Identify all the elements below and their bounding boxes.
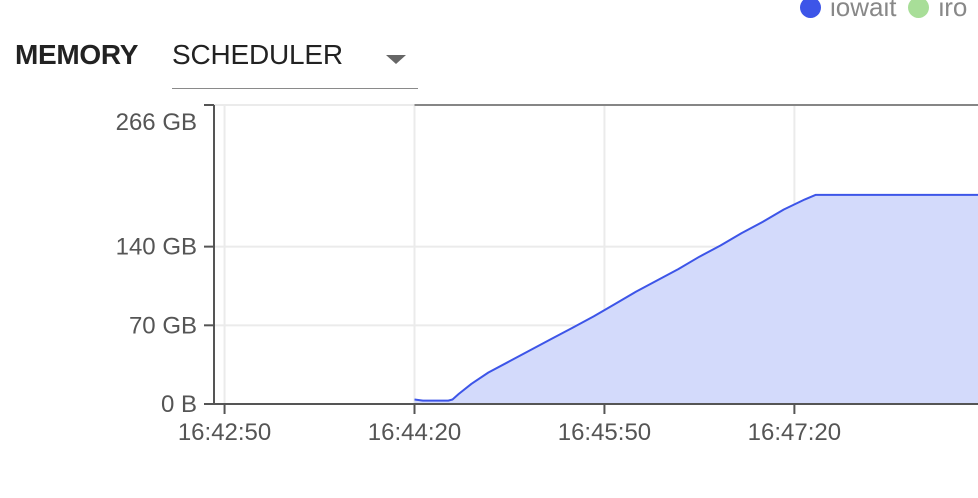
legend-swatch-iowait: [800, 0, 821, 18]
legend-item-iro[interactable]: iro: [908, 0, 967, 23]
y-tick-label: 70 GB: [129, 312, 197, 339]
chart-series-area: [414, 193, 978, 404]
y-tick-label: 266 GB: [116, 109, 197, 136]
x-tick-label: 16:44:20: [368, 419, 461, 446]
scheduler-select[interactable]: SCHEDULER: [172, 36, 418, 89]
x-tick-label: 16:47:20: [748, 419, 841, 446]
chart-legend: iowait iro: [800, 0, 978, 23]
legend-swatch-iro: [908, 0, 930, 18]
section-title: MEMORY: [15, 39, 139, 70]
x-tick-label: 16:42:50: [178, 419, 271, 446]
legend-label-iro: iro: [938, 0, 968, 22]
legend-label-iowait: iowait: [830, 0, 897, 22]
y-tick-label: 140 GB: [116, 234, 197, 261]
caret-down-icon[interactable]: [386, 55, 406, 64]
scheduler-select-value: SCHEDULER: [172, 39, 343, 70]
y-tick-label: 0 B: [161, 391, 197, 418]
legend-item-iowait[interactable]: iowait: [800, 0, 896, 23]
x-tick-label: 16:45:50: [558, 419, 651, 446]
series-area-scheduler: [414, 194, 978, 404]
chart-axes: [204, 104, 978, 414]
chart-tick-labels: 0 B 70 GB 140 GB 266 GB 16:42:50 16:44:20 16:4…: [116, 109, 841, 446]
series-line-scheduler[interactable]: [414, 193, 978, 402]
section-header: MEMORY: [15, 36, 138, 74]
